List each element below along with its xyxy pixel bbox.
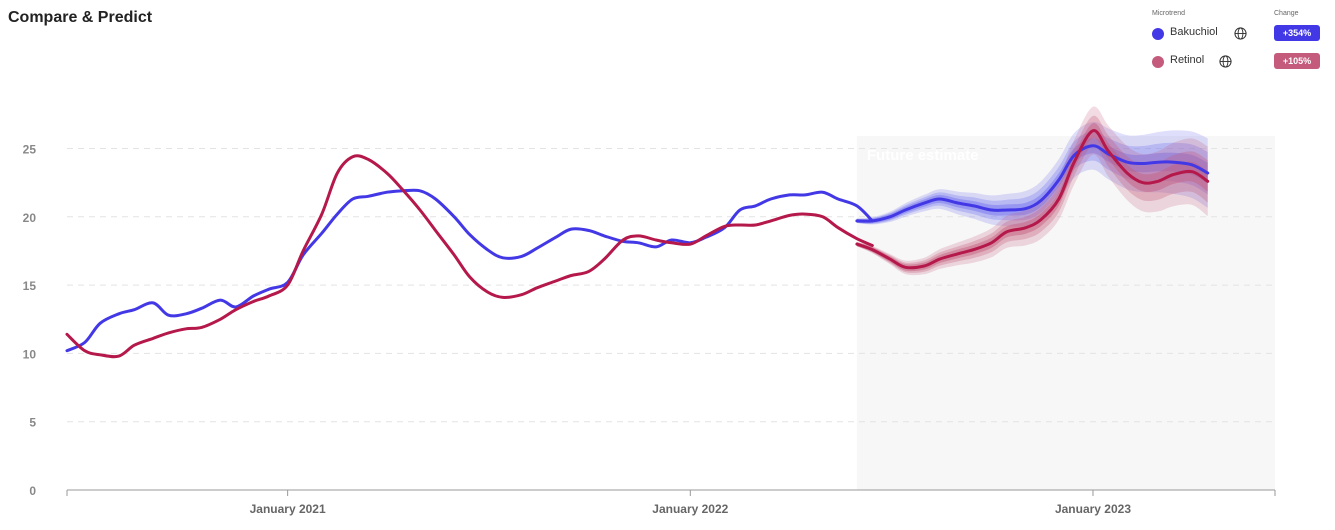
legend-item-bakuchiol[interactable]: Bakuchiol +354%	[1152, 25, 1328, 43]
axes: January 2021 January 2022 January 2023	[66, 489, 1276, 516]
x-tick-label: January 2022	[652, 502, 728, 516]
y-tick-label: 20	[23, 211, 37, 225]
x-tick-label: January 2023	[1055, 502, 1131, 516]
legend-item-retinol[interactable]: Retinol +105%	[1152, 53, 1328, 71]
page-title: Compare & Predict	[8, 9, 153, 26]
legend-header-change: Change	[1274, 10, 1299, 17]
change-badge-bakuchiol: +354%	[1274, 25, 1320, 41]
forecast-band-retinol	[856, 106, 1208, 276]
legend-label-retinol: Retinol	[1170, 54, 1205, 66]
x-tick-label: January 2021	[250, 502, 326, 516]
legend-header-trend: Microtrend	[1152, 10, 1186, 17]
future-region-bg	[856, 136, 1275, 490]
forecast-line-retinol	[855, 129, 1210, 270]
legend: Microtrend Change Bakuchiol +354% Retino…	[1148, 8, 1328, 78]
series-lines	[65, 129, 1210, 359]
globe-icon[interactable]	[1234, 27, 1247, 40]
forecast-line-bakuchiol	[855, 144, 1210, 223]
globe-icon[interactable]	[1219, 55, 1232, 68]
legend-dot-retinol	[1152, 56, 1164, 68]
series-line-bakuchiol	[65, 188, 874, 353]
y-tick-label: 25	[23, 143, 37, 157]
legend-dot-bakuchiol	[1152, 28, 1164, 40]
future-region: Future estimate	[856, 136, 1275, 490]
future-estimate-label: Future estimate	[867, 147, 979, 164]
y-tick-label: 10	[23, 347, 37, 361]
legend-label-bakuchiol: Bakuchiol	[1170, 26, 1218, 38]
y-tick-label: 0	[29, 484, 36, 498]
change-badge-retinol: +105%	[1274, 53, 1320, 69]
forecast-band-retinol	[856, 115, 1208, 273]
grid: 0 5 10 15 20 25	[23, 143, 1275, 498]
series-line-retinol	[65, 154, 874, 359]
y-tick-label: 15	[23, 279, 37, 293]
y-tick-label: 5	[29, 416, 36, 430]
